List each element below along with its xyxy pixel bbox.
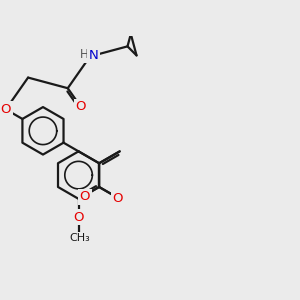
Text: O: O [112,192,123,206]
Text: H: H [80,48,89,61]
Text: N: N [89,49,98,62]
Text: O: O [80,190,90,203]
Text: O: O [76,100,86,113]
Text: O: O [73,211,84,224]
Text: O: O [1,103,11,116]
Text: CH₃: CH₃ [69,233,90,243]
